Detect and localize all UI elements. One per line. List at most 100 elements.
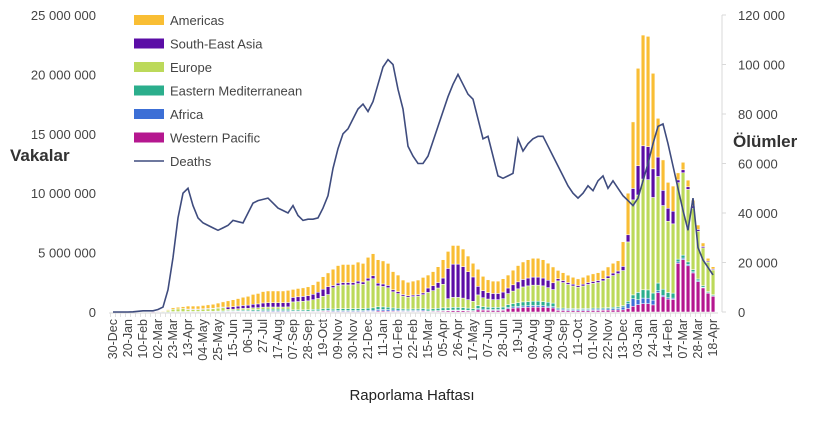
bar-segment-south-east-asia (680, 169, 686, 174)
bar-segment-eastern-mediterranean (340, 308, 346, 311)
bar-segment-americas (455, 245, 461, 265)
bar-segment-south-east-asia (525, 277, 531, 287)
bar-segment-europe (465, 299, 471, 309)
bar-segment-western-pacific (675, 263, 681, 313)
bar-segment-europe (445, 298, 451, 309)
bar-segment-south-east-asia (470, 276, 476, 302)
bar-segment-europe (520, 286, 526, 303)
bar-segment-eastern-mediterranean (525, 301, 531, 306)
bar-segment-eastern-mediterranean (345, 308, 351, 311)
bar-segment-western-pacific (690, 272, 696, 313)
week-bar-stack (400, 279, 406, 313)
bar-segment-eastern-mediterranean (535, 300, 541, 306)
bar-segment-europe (340, 284, 346, 309)
bar-segment-americas (275, 290, 281, 303)
x-tick-label: 22-Nov (601, 318, 615, 359)
x-tick-label: 25-May (211, 318, 225, 360)
bar-segment-south-east-asia (240, 305, 246, 309)
bar-segment-western-pacific (625, 308, 631, 313)
bar-segment-europe (180, 308, 186, 312)
bar-segment-europe (310, 299, 316, 310)
bar-segment-south-east-asia (445, 268, 451, 299)
week-bar-stack (475, 268, 481, 313)
bar-segment-south-east-asia (360, 281, 366, 285)
x-tick-label: 04-May (196, 318, 210, 360)
legend-item: Eastern Mediterranean (134, 84, 302, 99)
bar-segment-eastern-mediterranean (355, 308, 361, 311)
bar-segment-europe (370, 278, 376, 309)
x-tick-label: 28-Sep (301, 319, 315, 359)
bar-segment-americas (215, 302, 221, 308)
bar-segment-south-east-asia (375, 283, 381, 287)
bar-segment-south-east-asia (230, 306, 236, 310)
bar-segment-americas (605, 266, 611, 277)
week-bar-stack (465, 255, 471, 313)
bar-segment-americas (410, 280, 416, 296)
bar-segment-europe (620, 270, 626, 306)
bar-segment-western-pacific (630, 306, 636, 313)
y-tick-label: 0 (89, 305, 96, 320)
bar-segment-eastern-mediterranean (320, 308, 326, 311)
bar-segment-eastern-mediterranean (515, 302, 521, 307)
bar-segment-europe (605, 278, 611, 308)
bar-segment-americas (650, 73, 656, 170)
bar-segment-americas (525, 259, 531, 279)
x-tick-label: 11-Oct (571, 318, 585, 355)
bar-segment-europe (440, 284, 446, 309)
bar-segment-south-east-asia (555, 278, 561, 282)
bar-segment-south-east-asia (425, 287, 431, 293)
bar-segment-americas (705, 258, 711, 262)
bar-segment-americas (270, 290, 276, 303)
y-tick-label: 10 000 000 (31, 186, 96, 201)
bar-segment-americas (310, 284, 316, 295)
bar-segment-south-east-asia (480, 290, 486, 298)
week-bar-stack (645, 36, 651, 313)
bar-segment-europe (565, 284, 571, 309)
bar-segment-eastern-mediterranean (380, 306, 386, 310)
bar-segment-europe (170, 309, 176, 312)
bar-segment-eastern-mediterranean (440, 307, 446, 311)
bar-segment-americas (320, 276, 326, 290)
week-bar-stack (695, 224, 701, 313)
bar-segment-europe (470, 301, 476, 309)
bar-segment-eastern-mediterranean (395, 308, 401, 311)
bar-segment-eastern-mediterranean (630, 294, 636, 299)
bar-segment-south-east-asia (340, 282, 346, 286)
legend-item: Africa (134, 107, 204, 122)
bar-segment-americas (500, 278, 506, 293)
bar-segment-western-pacific (710, 295, 716, 313)
bar-segment-europe (460, 297, 466, 308)
bar-segment-europe (670, 223, 676, 294)
week-bar-stack (685, 179, 691, 313)
bar-segment-americas (170, 307, 176, 310)
week-bar-stack (520, 261, 526, 313)
bar-segment-western-pacific (615, 309, 621, 313)
legend-item: Deaths (134, 154, 212, 169)
bar-segment-americas (535, 258, 541, 278)
week-bar-stack (515, 265, 521, 313)
y2-tick-label: 60 000 (738, 157, 778, 172)
bar-segment-europe (510, 290, 516, 304)
stacked-bars (150, 34, 716, 313)
week-bar-stack (325, 272, 331, 313)
x-tick-label: 30-Aug (541, 319, 555, 359)
week-bar-stack (340, 264, 346, 313)
week-bar-stack (205, 304, 211, 313)
x-tick-label: 17-Aug (271, 319, 285, 359)
bar-segment-south-east-asia (510, 284, 516, 292)
bar-segment-western-pacific (635, 304, 641, 313)
bar-segment-americas (625, 192, 631, 236)
bar-segment-eastern-mediterranean (360, 308, 366, 311)
bar-segment-americas (300, 287, 306, 297)
week-bar-stack (710, 266, 716, 313)
bar-segment-western-pacific (650, 304, 656, 313)
week-bar-stack (485, 279, 491, 313)
x-tick-label: 10-Feb (136, 319, 150, 359)
bar-segment-south-east-asia (595, 280, 601, 283)
bar-segment-europe (455, 297, 461, 308)
bar-segment-americas (180, 306, 186, 309)
bar-segment-europe (525, 285, 531, 302)
week-bar-stack (335, 265, 341, 313)
bar-segment-south-east-asia (395, 291, 401, 294)
bar-segment-eastern-mediterranean (325, 308, 331, 311)
